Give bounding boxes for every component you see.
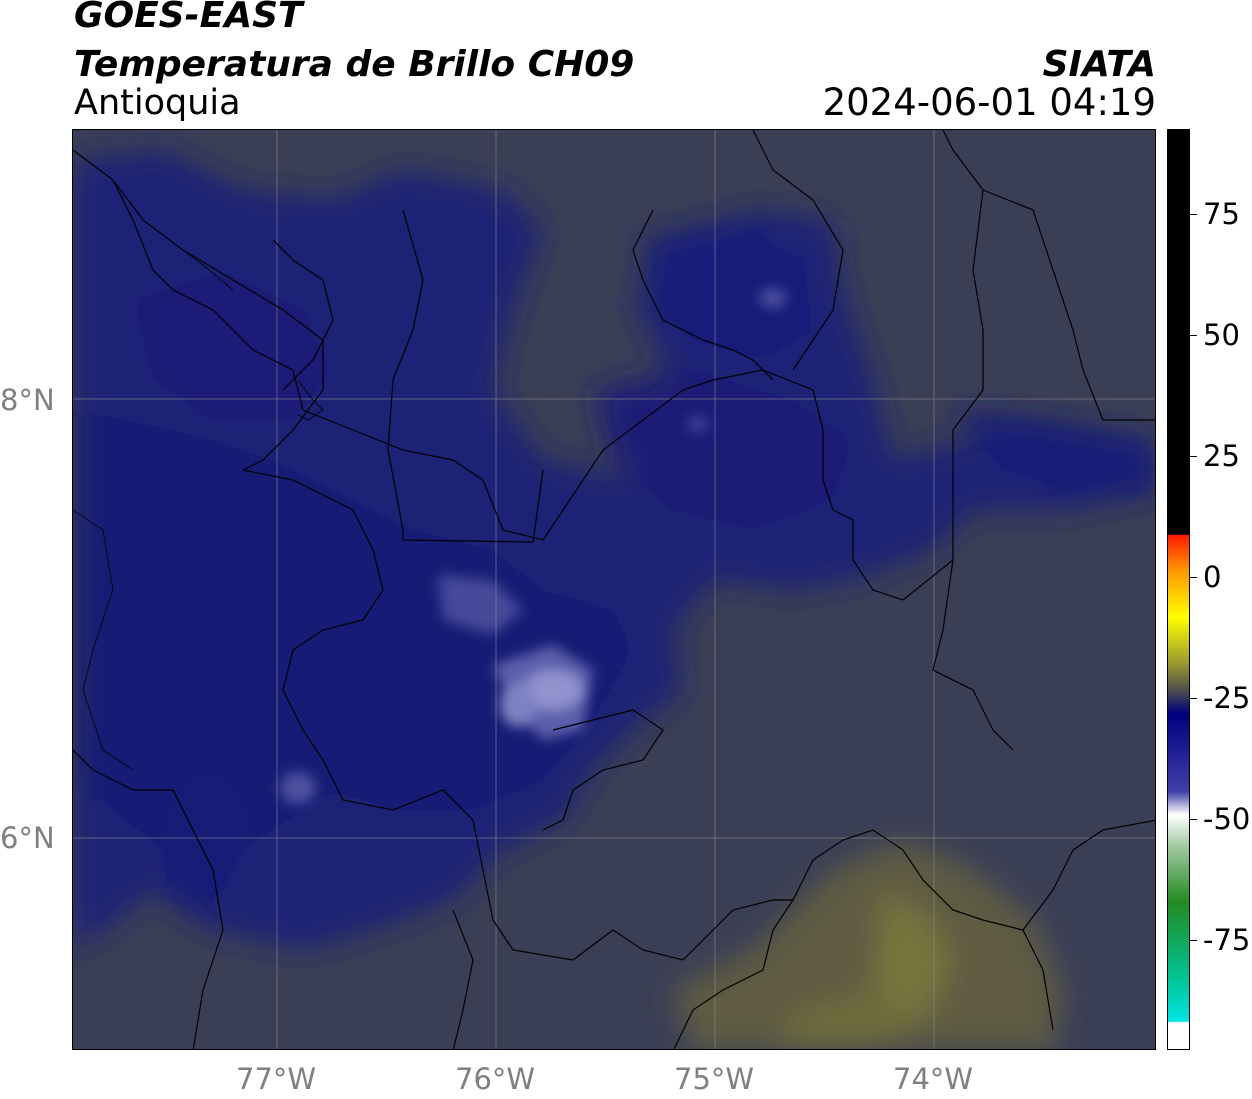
colorbar-label-minus50: -50 bbox=[1203, 802, 1251, 836]
lon-label-75w: 75°W bbox=[674, 1062, 755, 1096]
lon-label-76w: 76°W bbox=[455, 1062, 536, 1096]
brightness-temperature-map bbox=[72, 129, 1156, 1050]
satellite-title: GOES-EAST bbox=[74, 0, 303, 36]
lat-label-6n: 6°N bbox=[0, 821, 55, 855]
timestamp-label: 2024-06-01 04:19 bbox=[822, 81, 1156, 124]
colorbar-tick bbox=[1190, 819, 1197, 820]
colorbar-tick bbox=[1190, 335, 1197, 336]
colorbar-tick bbox=[1190, 214, 1197, 215]
colorbar-tick bbox=[1190, 456, 1197, 457]
lon-label-74w: 74°W bbox=[893, 1062, 974, 1096]
colorbar-label-minus75: -75 bbox=[1203, 923, 1251, 957]
colorbar-label-50: 50 bbox=[1203, 318, 1240, 352]
cold-cloud-tops bbox=[280, 288, 787, 804]
colorbar-label-25: 25 bbox=[1203, 439, 1240, 473]
colorbar-tick bbox=[1190, 698, 1197, 699]
colorbar-tick bbox=[1190, 940, 1197, 941]
administrative-borders bbox=[73, 130, 1155, 1049]
colorbar-tick bbox=[1190, 577, 1197, 578]
region-label: Antioquia bbox=[74, 83, 241, 123]
colorbar-label-minus25: -25 bbox=[1203, 681, 1251, 715]
product-title: Temperatura de Brillo CH09 bbox=[74, 44, 635, 85]
coastline bbox=[73, 249, 324, 771]
agency-label: SIATA bbox=[1042, 44, 1156, 85]
colorbar-label-0: 0 bbox=[1203, 560, 1222, 594]
graticule bbox=[73, 130, 1155, 1049]
lon-label-77w: 77°W bbox=[236, 1062, 317, 1096]
warm-area bbox=[673, 840, 1063, 1049]
cloud-field bbox=[73, 150, 1155, 950]
colorbar-gradient bbox=[1168, 130, 1189, 1049]
lat-label-8n: 8°N bbox=[0, 383, 55, 417]
temperature-colorbar bbox=[1167, 129, 1190, 1050]
colorbar-label-75: 75 bbox=[1203, 197, 1240, 231]
